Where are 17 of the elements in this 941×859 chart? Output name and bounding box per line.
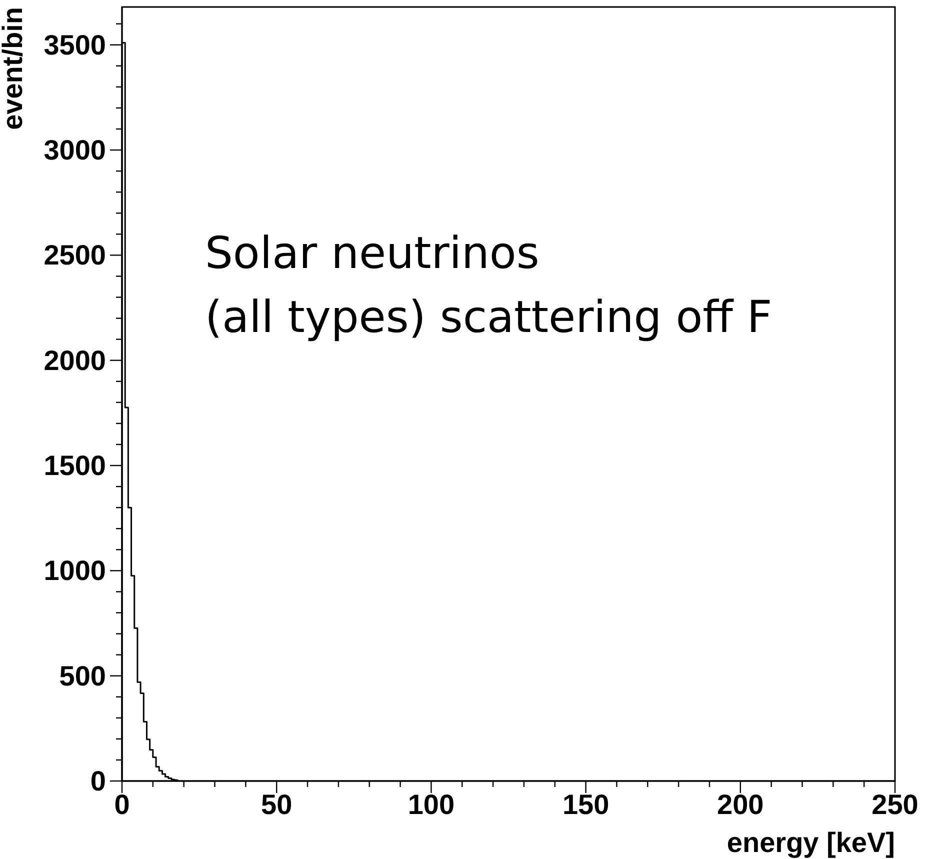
annotation: Solar neutrinos (all types) scattering off F	[205, 228, 772, 343]
x-tick-label: 100	[408, 789, 455, 820]
y-tick-label: 2500	[44, 240, 106, 271]
y-tick-label: 3500	[44, 29, 106, 60]
y-tick-label: 500	[59, 660, 106, 692]
y-tick-label: 1000	[44, 555, 106, 586]
x-tick-label: 250	[872, 789, 918, 820]
y-axis-title: event/bin	[0, 7, 28, 130]
y-tick-label: 2000	[44, 344, 106, 376]
y-tick-label: 3000	[44, 134, 106, 166]
y-tick-label: 1500	[44, 450, 106, 482]
x-tick-label: 0	[114, 789, 130, 820]
x-axis-title: energy [keV]	[726, 827, 895, 858]
x-tick-label: 150	[562, 789, 610, 820]
x-tick-label: 200	[717, 789, 764, 820]
x-tick-label: 50	[261, 789, 292, 820]
y-tick-label: 0	[90, 766, 106, 796]
